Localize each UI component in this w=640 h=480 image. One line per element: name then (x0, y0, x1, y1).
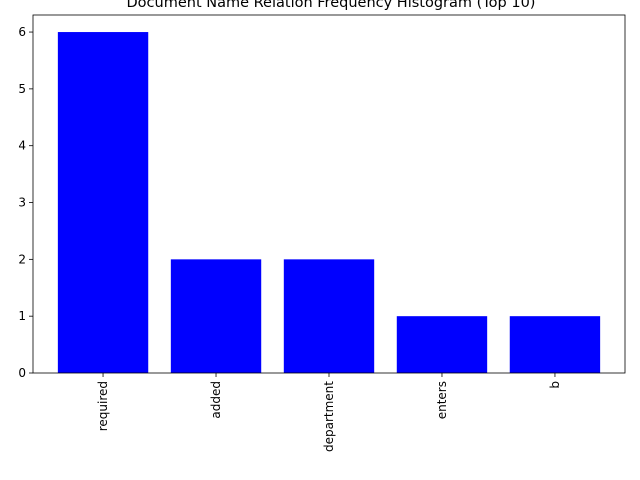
bar-b (509, 316, 601, 373)
x-tick-label: b (548, 381, 562, 389)
y-tick-label: 1 (18, 309, 26, 323)
bar-enters (396, 316, 488, 373)
x-tick-label: department (322, 381, 336, 452)
x-tick-label: enters (435, 381, 449, 419)
bar-department (283, 259, 375, 373)
y-tick-label: 5 (18, 82, 26, 96)
y-tick-label: 0 (18, 366, 26, 380)
y-tick-label: 3 (18, 196, 26, 210)
chart-title: Document Name Relation Frequency Histogr… (127, 0, 536, 11)
y-tick-label: 2 (18, 252, 26, 266)
bar-required (57, 32, 149, 374)
y-tick-label: 6 (18, 25, 26, 39)
y-tick-label: 4 (18, 139, 26, 153)
x-tick-label: added (209, 381, 223, 419)
x-tick-label: required (96, 381, 110, 431)
bar-added (170, 259, 262, 373)
